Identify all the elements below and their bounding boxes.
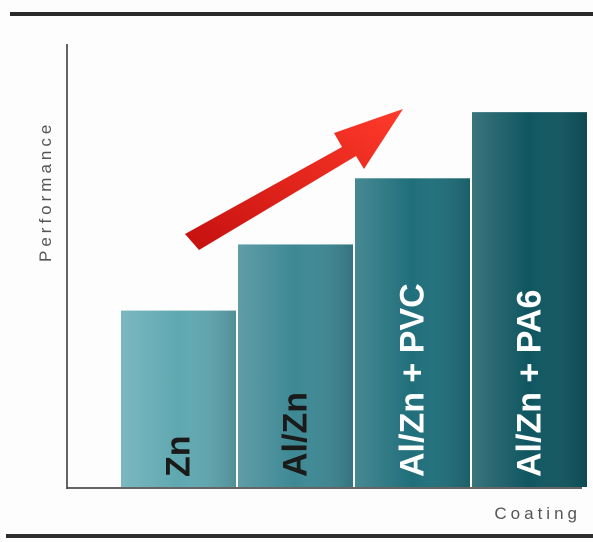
axes (66, 44, 582, 489)
upward-trend-arrow (185, 109, 403, 250)
bottom-border-rule (6, 534, 593, 538)
bars-group: Zn Al/Zn Al/Zn + PVC Al/Zn + PA6 (121, 112, 587, 488)
bar-shade-al-zn-pa6 (472, 112, 587, 488)
bar-label-zn: Zn (159, 435, 197, 477)
top-border-rule (10, 12, 593, 16)
y-axis-label: Performance (36, 121, 55, 262)
bar-shade-zn (121, 310, 236, 487)
bar-label-al-zn-pvc: Al/Zn + PVC (393, 283, 431, 477)
x-axis-label: Coating (494, 504, 581, 523)
bar-label-al-zn: Al/Zn (276, 392, 314, 477)
bar-shade-al-zn-pvc (355, 178, 470, 488)
bar-label-al-zn-pa6: Al/Zn + PA6 (510, 290, 548, 477)
bar-shade-al-zn (238, 244, 353, 487)
